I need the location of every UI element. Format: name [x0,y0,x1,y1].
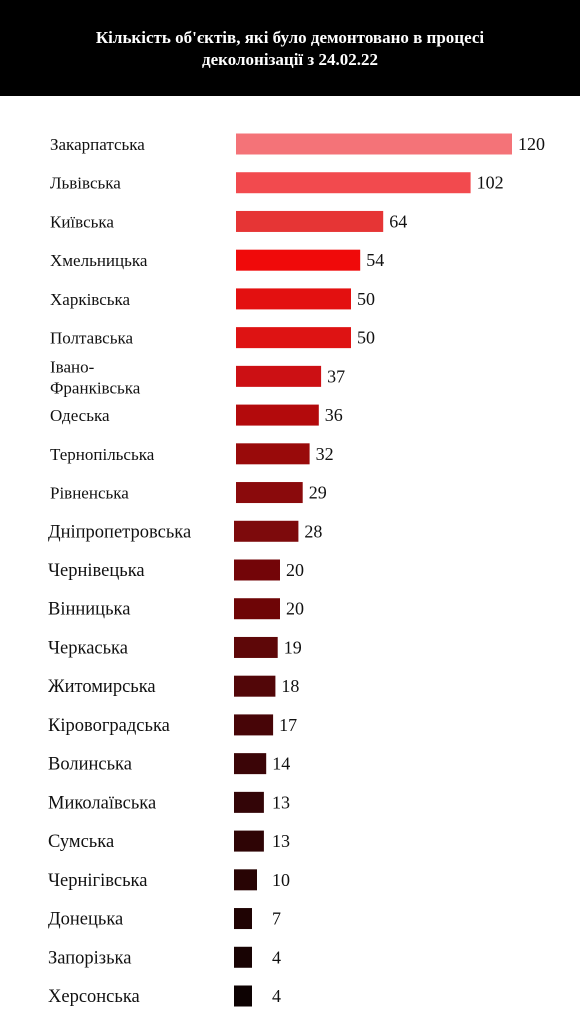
value-label: 37 [327,366,345,386]
bar [234,830,264,852]
title-banner: Кількість об'єктів, які було демонтовано… [0,0,580,96]
value-label: 4 [272,947,281,967]
category-label: Одеська [50,406,110,425]
value-label: 102 [477,173,504,193]
value-label: 36 [325,405,343,425]
value-label: 10 [272,870,290,890]
value-label: 32 [316,444,334,464]
bar [234,946,252,968]
category-label: Чернігівська [48,871,147,891]
value-label: 13 [272,792,290,812]
category-label: Львівська [50,174,121,193]
value-label: 64 [389,211,407,231]
bar [234,869,257,891]
bar [234,791,264,813]
bar [234,520,299,542]
bar [236,327,351,349]
value-label: 17 [279,715,297,735]
bar [236,365,322,387]
bar [234,714,274,736]
category-label: Кіровоградська [48,716,170,736]
category-label: Вінницька [48,600,130,620]
bar [234,636,278,658]
category-label: Волинська [48,755,132,775]
bar [236,210,384,232]
value-label: 54 [366,250,384,270]
bar [234,598,280,620]
chart-title: Кількість об'єктів, які було демонтовано… [95,28,485,69]
bar [236,443,310,465]
category-label: Київська [50,212,114,231]
value-label: 29 [309,483,327,503]
value-label: 4 [272,986,281,1006]
value-label: 14 [272,754,290,774]
bar [236,288,351,310]
category-label: Полтавська [50,329,133,348]
category-label: Харківська [50,290,131,309]
bar [234,559,280,581]
bar [234,985,252,1007]
category-label: Хмельницька [50,251,148,270]
category-label: Донецька [48,910,123,930]
value-label: 120 [518,134,545,154]
category-label: Херсонська [48,987,140,1007]
category-label: Закарпатська [50,135,145,154]
category-label: Дніпропетровська [48,522,191,542]
category-label: Чернівецька [48,561,145,581]
category-label: Рівненська [50,484,129,503]
value-label: 19 [284,637,302,657]
value-label: 13 [272,831,290,851]
bar [236,404,319,426]
bar [234,753,267,775]
bar [234,675,276,697]
category-label: Сумська [48,832,114,852]
category-label: Івано-Франківська [50,357,141,397]
bar [236,172,471,194]
value-label: 7 [272,909,281,929]
value-label: 20 [286,599,304,619]
value-label: 18 [281,676,299,696]
category-label: Житомирська [48,677,156,697]
bar [236,482,303,504]
value-label: 50 [357,328,375,348]
category-label: Запорізька [48,948,131,968]
bar [234,908,252,930]
bar [236,249,361,271]
value-label: 50 [357,289,375,309]
bar [236,133,512,155]
category-label: Черкаська [48,638,128,658]
value-label: 28 [304,521,322,541]
category-label: Тернопільська [50,445,155,464]
value-label: 20 [286,560,304,580]
category-label: Миколаївська [48,793,156,813]
